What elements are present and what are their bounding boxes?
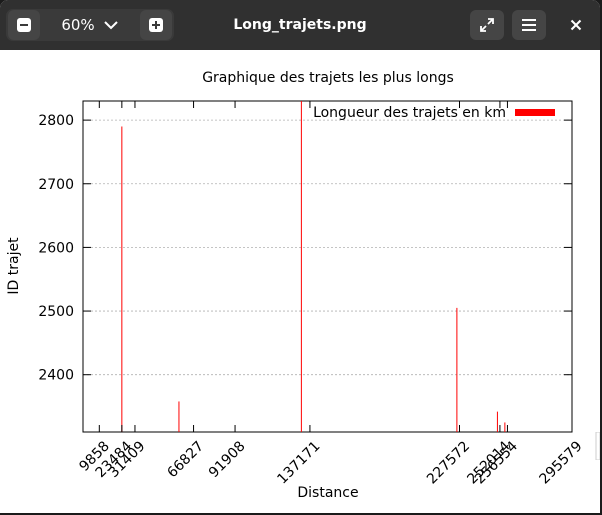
legend-label: Longueur des trajets en km (313, 105, 506, 121)
y-tick-label: 2500 (38, 304, 74, 320)
y-tick-label: 2400 (38, 368, 74, 384)
plot-area (82, 100, 573, 433)
chart: Graphique des trajets les plus longs 240… (6, 70, 586, 501)
fullscreen-button[interactable] (470, 10, 504, 40)
expand-icon (480, 18, 494, 32)
x-tick-label: 91908 (206, 438, 249, 481)
zoom-out-button[interactable] (8, 10, 40, 40)
zoom-level-value: 60% (61, 16, 95, 34)
x-tick-label: 137171 (274, 438, 323, 487)
hamburger-menu-icon (522, 19, 536, 31)
y-tick-label: 2600 (38, 240, 74, 256)
chart-bars (121, 101, 506, 432)
chart-title: Graphique des trajets les plus longs (202, 70, 454, 86)
zoom-in-button[interactable] (140, 10, 172, 40)
minus-icon (17, 18, 31, 32)
y-tick-label: 2700 (38, 177, 74, 193)
window-title: Long_trajets.png (233, 17, 367, 33)
x-tick-label: 66827 (164, 438, 207, 481)
scroll-edge (592, 431, 600, 461)
x-axis-label: Distance (297, 485, 358, 501)
header-bar: 60% Long_trajets.png (0, 0, 600, 50)
close-icon (570, 19, 582, 31)
x-tick-label: 227572 (424, 438, 473, 487)
zoom-controls: 60% (6, 9, 174, 41)
chart-grid (83, 119, 572, 376)
plus-icon (149, 18, 163, 32)
zoom-level-dropdown[interactable]: 60% (44, 10, 136, 40)
close-button[interactable] (560, 10, 592, 40)
main-menu-button[interactable] (512, 10, 546, 40)
chart-legend: Longueur des trajets en km (313, 105, 555, 121)
y-axis-label: ID trajet (6, 237, 22, 295)
x-tick-label: 295579 (537, 438, 586, 487)
y-axis-ticks: 2400 2500 2600 2700 2800 (38, 113, 572, 384)
chevron-down-icon (103, 21, 118, 30)
image-canvas[interactable]: Graphique des trajets les plus longs 240… (0, 50, 600, 513)
legend-swatch (515, 109, 555, 116)
y-tick-label: 2800 (38, 113, 74, 129)
